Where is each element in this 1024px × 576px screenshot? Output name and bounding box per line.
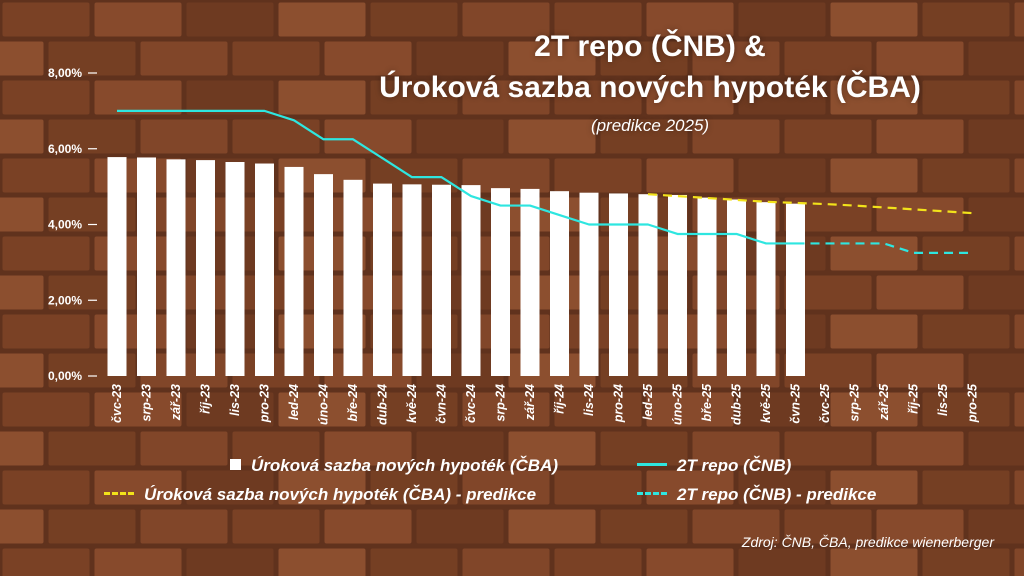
- bar-dub-24: [373, 183, 392, 376]
- x-tick-label: čvc-24: [464, 384, 478, 423]
- y-tick-label: 0,00%: [48, 369, 82, 383]
- legend-item-repo: 2T repo (ČNB): [637, 456, 791, 476]
- bar-bře-24: [343, 179, 363, 376]
- x-tick-label: čvn-25: [789, 383, 803, 424]
- x-tick-label: úno-24: [317, 384, 331, 425]
- bar-kvě-25: [756, 202, 776, 376]
- x-tick-label: bře-24: [346, 384, 360, 422]
- y-tick-label: 2,00%: [48, 293, 82, 307]
- series-line-mortgage-forecast: [647, 193, 973, 215]
- bar-led-24: [284, 166, 304, 376]
- bar-úno-25: [668, 194, 687, 376]
- bar-čvn-24: [432, 184, 451, 376]
- x-tick-label: lis-23: [228, 384, 242, 416]
- bar-pro-23: [255, 163, 274, 376]
- legend-item-mortgage-forecast: Úroková sazba nových hypoték (ČBA) - pre…: [104, 485, 536, 505]
- legend-swatch-line: [637, 463, 667, 466]
- bar-říj-23: [196, 160, 215, 376]
- bar-úno-24: [314, 174, 333, 376]
- series-line-repo-forecast: [795, 242, 973, 255]
- bar-srp-24: [491, 188, 510, 376]
- x-tick-label: čvc-23: [110, 384, 124, 423]
- bar-led-25: [638, 194, 658, 376]
- x-tick-label: říj-24: [553, 384, 567, 414]
- legend-item-repo-forecast: 2T repo (ČNB) - predikce: [637, 485, 876, 505]
- x-tick-label: pro-25: [966, 383, 980, 423]
- x-tick-label: říj-25: [907, 383, 921, 414]
- legend-label: Úroková sazba nových hypoték (ČBA) - pre…: [144, 485, 537, 504]
- bar-čvc-23: [107, 157, 127, 376]
- legend-item-mortgage: Úroková sazba nových hypoték (ČBA): [230, 456, 558, 476]
- bar-říj-24: [550, 191, 569, 376]
- legend-label: Úroková sazba nových hypoték (ČBA): [251, 456, 559, 475]
- y-tick-label: 4,00%: [48, 218, 82, 232]
- x-tick-label: led-25: [641, 383, 655, 420]
- bar-zář-24: [520, 188, 540, 376]
- bar-lis-23: [225, 162, 245, 376]
- legend-label: 2T repo (ČNB): [677, 456, 792, 475]
- y-tick-label: 6,00%: [48, 142, 82, 156]
- x-tick-label: srp-23: [140, 384, 154, 422]
- x-tick-label: zář-23: [169, 384, 183, 421]
- x-tick-label: kvě-24: [405, 384, 419, 423]
- x-tick-label: lis-25: [936, 383, 950, 416]
- x-tick-label: zář-24: [523, 384, 537, 421]
- x-tick-label: led-24: [287, 384, 301, 420]
- chart-title-line2: Úroková sazba nových hypoték (ČBA): [379, 71, 921, 104]
- bar-dub-25: [727, 199, 746, 376]
- x-tick-label: říj-23: [199, 384, 213, 414]
- bar-lis-24: [579, 192, 599, 376]
- y-tick-label: 8,00%: [48, 66, 82, 80]
- x-tick-label: dub-25: [730, 383, 744, 425]
- x-tick-label: pro-24: [612, 384, 626, 423]
- x-tick-label: čvc-25: [818, 383, 832, 423]
- x-tick-label: dub-24: [376, 384, 390, 425]
- x-tick-label: úno-25: [671, 383, 685, 425]
- bar-zář-23: [166, 159, 186, 376]
- bar-kvě-24: [402, 184, 422, 376]
- bar-čvc-24: [461, 185, 481, 376]
- x-tick-label: srp-24: [494, 384, 508, 422]
- legend-swatch-dash-cyan: [637, 492, 667, 495]
- x-tick-label: kvě-25: [759, 383, 773, 423]
- legend-swatch-dash-yellow: [104, 492, 134, 495]
- source-note: Zdroj: ČNB, ČBA, predikce wienerberger: [741, 534, 994, 550]
- x-tick-label: čvn-24: [435, 384, 449, 424]
- bar-čvn-25: [786, 203, 805, 376]
- x-tick-label: pro-23: [258, 384, 272, 423]
- chart-subtitle: (predikce 2025): [590, 116, 710, 135]
- x-tick-label: bře-25: [700, 383, 714, 422]
- bar-srp-23: [137, 157, 156, 376]
- series-line-repo: [117, 109, 796, 245]
- legend-label: 2T repo (ČNB) - predikce: [677, 485, 877, 504]
- chart-title-line1: 2T repo (ČNB) &: [534, 30, 766, 63]
- x-tick-label: lis-24: [582, 384, 596, 416]
- bar-bře-25: [697, 197, 717, 376]
- legend-swatch-box: [230, 459, 241, 470]
- bar-pro-24: [609, 193, 628, 376]
- x-tick-label: zář-25: [877, 383, 891, 421]
- x-tick-label: srp-25: [848, 383, 862, 422]
